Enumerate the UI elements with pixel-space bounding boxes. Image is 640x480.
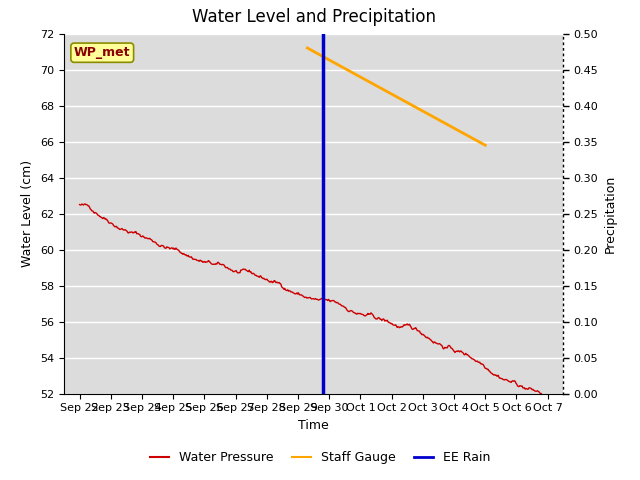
X-axis label: Time: Time — [298, 419, 329, 432]
Legend: Water Pressure, Staff Gauge, EE Rain: Water Pressure, Staff Gauge, EE Rain — [145, 446, 495, 469]
Y-axis label: Precipitation: Precipitation — [604, 174, 617, 253]
Y-axis label: Water Level (cm): Water Level (cm) — [22, 160, 35, 267]
Text: WP_met: WP_met — [74, 46, 131, 59]
Title: Water Level and Precipitation: Water Level and Precipitation — [191, 9, 436, 26]
